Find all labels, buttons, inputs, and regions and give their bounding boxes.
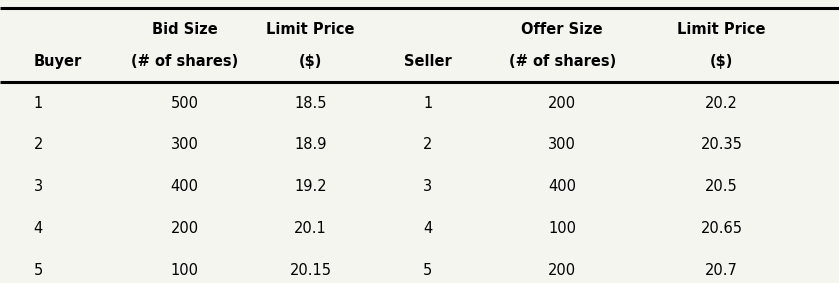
Text: (# of shares): (# of shares) [131,54,238,69]
Text: 400: 400 [548,179,576,194]
Text: 100: 100 [548,221,576,236]
Text: 400: 400 [170,179,199,194]
Text: 2: 2 [34,137,43,153]
Text: Limit Price: Limit Price [677,22,766,37]
Text: 20.1: 20.1 [294,221,327,236]
Text: 3: 3 [34,179,43,194]
Text: ($): ($) [710,54,733,69]
Text: 2: 2 [423,137,433,153]
Text: 20.35: 20.35 [701,137,743,153]
Text: 100: 100 [170,263,199,278]
Text: 200: 200 [548,95,576,111]
Text: Bid Size: Bid Size [152,22,217,37]
Text: 200: 200 [170,221,199,236]
Text: 5: 5 [423,263,433,278]
Text: Offer Size: Offer Size [521,22,603,37]
Text: 300: 300 [170,137,199,153]
Text: Limit Price: Limit Price [266,22,355,37]
Text: 19.2: 19.2 [294,179,326,194]
Text: 20.15: 20.15 [289,263,331,278]
Text: 20.5: 20.5 [705,179,738,194]
Text: 300: 300 [548,137,576,153]
Text: 1: 1 [423,95,433,111]
Text: 500: 500 [170,95,199,111]
Text: ($): ($) [299,54,322,69]
Text: 18.9: 18.9 [294,137,326,153]
Text: (# of shares): (# of shares) [508,54,616,69]
Text: Seller: Seller [404,54,451,69]
Text: 20.7: 20.7 [705,263,738,278]
Text: 4: 4 [423,221,433,236]
Text: 18.5: 18.5 [294,95,326,111]
Text: 3: 3 [424,179,432,194]
Text: 20.65: 20.65 [701,221,743,236]
Text: 5: 5 [34,263,43,278]
Text: Buyer: Buyer [34,54,82,69]
Text: 4: 4 [34,221,43,236]
Text: 200: 200 [548,263,576,278]
Text: 1: 1 [34,95,43,111]
Text: 20.2: 20.2 [705,95,738,111]
